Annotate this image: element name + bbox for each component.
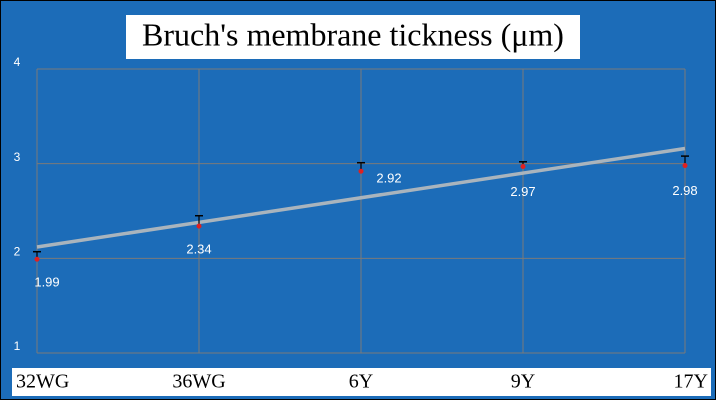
y-tick-label: 2 (14, 245, 21, 259)
x-tick-label: 32WG (16, 371, 69, 393)
trendline (36, 146, 686, 249)
x-tick-label: 6Y (349, 371, 373, 393)
data-label: 2.34 (186, 242, 211, 257)
data-point (520, 164, 526, 170)
data-point (34, 256, 40, 262)
x-tick-label: 9Y (511, 371, 535, 393)
data-point (682, 163, 688, 169)
chart-title: Bruch's membrane tickness (μm) (142, 16, 564, 52)
x-tick-label: 36WG (172, 371, 225, 393)
title-box (126, 15, 580, 59)
x-tick-label: 17Y (674, 371, 708, 393)
y-tick-label: 1 (14, 339, 21, 353)
data-label: 2.92 (376, 171, 401, 186)
y-tick-label: 3 (14, 150, 21, 164)
data-label: 2.97 (510, 184, 535, 199)
data-label: 1.99 (34, 275, 59, 290)
data-point (358, 168, 364, 174)
data-point (196, 223, 202, 229)
category-strip (12, 368, 711, 396)
y-tick-label: 4 (14, 55, 21, 69)
data-label: 2.98 (672, 183, 697, 198)
